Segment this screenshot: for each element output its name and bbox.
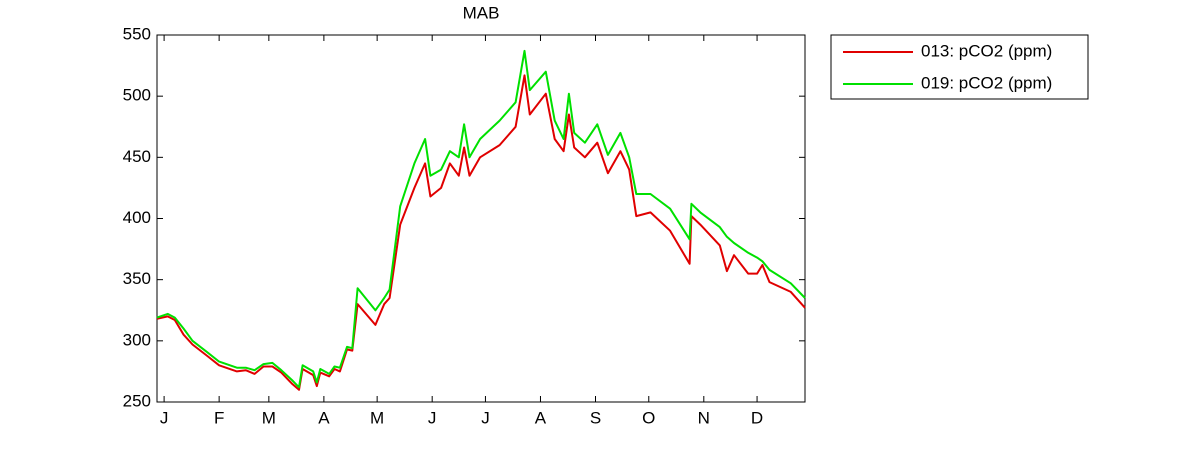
- x-tick-label: A: [318, 408, 330, 427]
- legend-label: 013: pCO2 (ppm): [921, 41, 1052, 60]
- legend-label: 019: pCO2 (ppm): [921, 73, 1052, 92]
- legend: [830, 34, 1089, 100]
- x-tick-label: N: [698, 408, 710, 427]
- x-tick-label: F: [214, 408, 224, 427]
- y-tick-label: 450: [123, 147, 151, 166]
- x-tick-label: O: [642, 408, 655, 427]
- series-line: [156, 49, 806, 389]
- x-tick-label: D: [751, 408, 763, 427]
- y-tick-label: 250: [123, 391, 151, 410]
- x-tick-label: A: [535, 408, 547, 427]
- y-tick-label: 350: [123, 269, 151, 288]
- y-tick-label: 500: [123, 86, 151, 105]
- x-tick-label: M: [262, 408, 276, 427]
- series-line: [156, 74, 806, 391]
- x-tick-label: S: [590, 408, 601, 427]
- x-tick-label: J: [481, 408, 490, 427]
- y-tick-label: 550: [123, 24, 151, 43]
- chart-title: MAB: [463, 3, 500, 22]
- y-tick-label: 400: [123, 208, 151, 227]
- x-tick-label: M: [370, 408, 384, 427]
- x-tick-label: J: [160, 408, 169, 427]
- x-tick-label: J: [428, 408, 437, 427]
- plot-area: [156, 34, 806, 403]
- y-tick-label: 300: [123, 330, 151, 349]
